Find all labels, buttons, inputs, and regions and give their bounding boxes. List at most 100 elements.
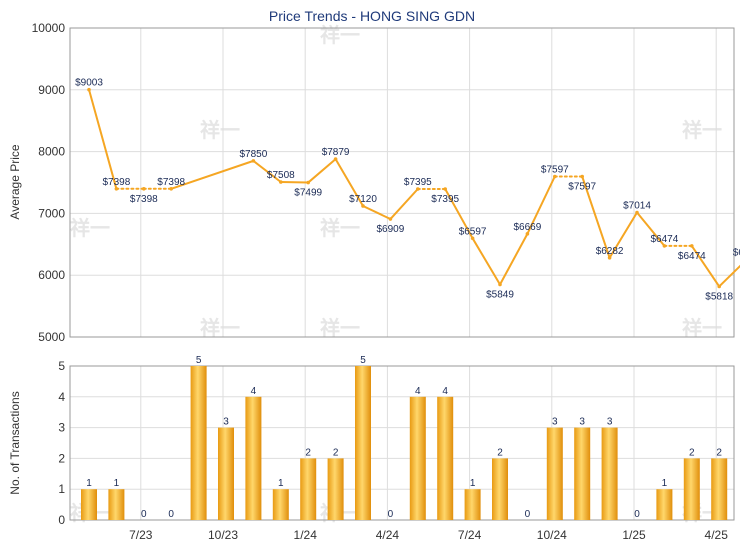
bar-value-label: 3	[607, 417, 613, 428]
bar-series	[81, 366, 728, 520]
transaction-bar	[81, 489, 97, 520]
bar-value-label: 3	[552, 417, 558, 428]
price-point	[470, 236, 475, 241]
bar-plot-frame	[69, 365, 735, 521]
price-line-segment	[690, 244, 721, 288]
transaction-bar	[108, 489, 125, 520]
bar-value-label: 4	[442, 386, 448, 397]
price-label: $7398	[102, 177, 130, 188]
chart-title: Price Trends - HONG SING GDN	[269, 8, 475, 24]
price-line-segment	[252, 159, 282, 184]
watermark-text: 祥一	[320, 23, 360, 47]
price-label: $7398	[157, 177, 185, 188]
price-point	[388, 217, 393, 221]
watermark-text: 祥一	[70, 216, 110, 240]
transaction-bar	[190, 366, 207, 520]
transaction-bar	[464, 489, 481, 520]
price-point	[717, 284, 721, 289]
price-point	[361, 204, 365, 208]
bar-value-label: 4	[415, 386, 421, 397]
bar-y-tick-label: 4	[58, 390, 65, 404]
transaction-bar	[245, 396, 262, 520]
price-label: $7014	[623, 201, 651, 212]
x-axis-ticks: 7/23 10/23 1/24 4/24 7/24 10/24 1/25 4/25	[129, 528, 728, 542]
x-tick-label: 1/25	[622, 528, 646, 542]
transaction-bar	[437, 396, 454, 520]
transaction-bar	[272, 489, 289, 520]
price-label: $6474	[650, 234, 678, 245]
price-line-segment	[334, 158, 364, 207]
price-point	[662, 244, 667, 248]
watermark-text: 祥一	[682, 118, 722, 142]
line-y-tick-label: 6000	[38, 268, 65, 282]
watermark-text: 祥一	[200, 118, 240, 142]
transaction-bar	[355, 366, 371, 520]
x-tick-label: 7/23	[129, 528, 153, 542]
transaction-bar	[409, 396, 426, 520]
watermark-layer: 祥一祥一祥一祥一祥一祥一祥一祥一祥一祥一祥一	[70, 23, 722, 525]
price-point	[416, 187, 420, 191]
price-point	[580, 174, 584, 179]
bar-y-axis-title: No. of Transactions	[8, 391, 22, 494]
price-point	[142, 187, 146, 191]
price-point	[498, 282, 502, 287]
bar-y-tick-label: 3	[58, 421, 65, 435]
transaction-bar	[218, 427, 234, 520]
price-label: $9003	[75, 78, 103, 89]
price-line-segment	[636, 211, 666, 247]
price-line-segment	[499, 232, 529, 286]
transaction-bar	[492, 458, 508, 520]
price-line-segment	[526, 175, 556, 235]
x-tick-label: 10/23	[208, 528, 238, 542]
price-line-segment	[170, 159, 255, 190]
price-label: $6252	[733, 248, 740, 259]
price-point	[607, 255, 612, 260]
price-point	[251, 159, 256, 163]
watermark-text: 祥一	[320, 216, 360, 240]
price-point	[114, 187, 119, 191]
transaction-bar	[574, 427, 591, 520]
price-line-segment	[718, 264, 740, 288]
price-label: $7850	[239, 149, 267, 160]
price-point	[690, 244, 694, 248]
bar-value-label: 0	[168, 509, 174, 520]
price-label: $7395	[431, 194, 459, 205]
price-point	[553, 174, 557, 179]
transaction-bar	[601, 427, 618, 520]
price-point	[279, 180, 283, 184]
transaction-bar	[546, 427, 563, 520]
watermark-text: 祥一	[200, 316, 240, 340]
price-points	[87, 87, 721, 289]
bar-value-labels: 1 1 0 0 5 3 4 1 2 2 5 0 4 4 1 2 0 3 3 3 0 1 2 2	[86, 355, 722, 520]
line-y-axis-title: Average Price	[8, 144, 22, 219]
line-plot-frame	[69, 27, 735, 338]
price-point	[169, 187, 173, 191]
price-label: $7395	[404, 177, 432, 188]
price-label: $6669	[513, 222, 541, 233]
price-label: $6474	[678, 251, 706, 262]
price-point	[525, 232, 530, 236]
price-line-segment	[279, 181, 310, 184]
price-label: $7120	[349, 194, 377, 205]
price-labels: $9003$7398$7398$7398$7850$7508$7499$7879…	[75, 78, 740, 303]
bar-value-label: 1	[662, 478, 668, 489]
bar-value-label: 2	[716, 447, 722, 458]
bar-value-label: 1	[470, 478, 476, 489]
price-point	[306, 180, 311, 185]
price-point	[635, 210, 639, 215]
bar-value-label: 2	[333, 447, 339, 458]
line-y-tick-label: 9000	[38, 83, 65, 97]
bar-value-label: 1	[114, 478, 120, 489]
watermark-text: 祥一	[682, 316, 722, 340]
bar-value-label: 0	[388, 509, 394, 520]
price-line-segment	[444, 187, 474, 240]
bar-value-label: 0	[634, 509, 640, 520]
bar-value-label: 5	[360, 355, 366, 366]
bar-chart-grid	[70, 365, 734, 521]
bar-y-tick-label: 2	[58, 451, 65, 465]
price-point	[87, 87, 91, 92]
bar-value-label: 2	[497, 447, 503, 458]
x-tick-label: 1/24	[294, 528, 318, 542]
watermark-text: 祥一	[320, 316, 360, 340]
